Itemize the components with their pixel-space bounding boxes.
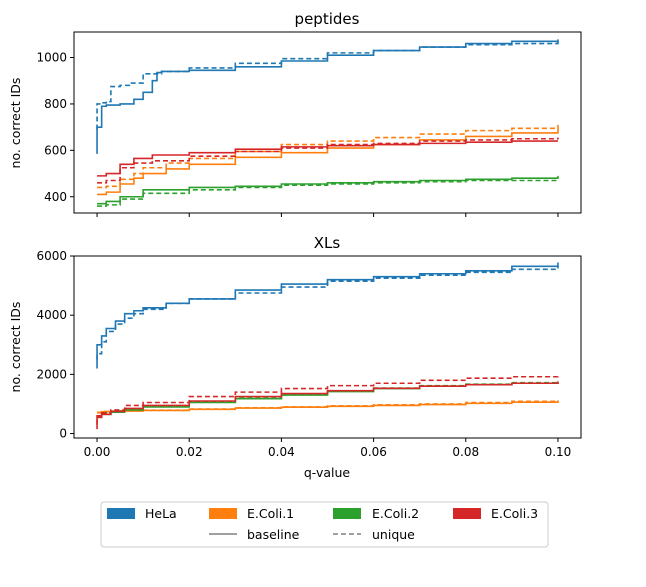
- xls-y-tick-label: 2000: [36, 367, 67, 381]
- legend-swatch-ecoli2: [333, 508, 361, 519]
- legend-label-ecoli3: E.Coli.3: [491, 506, 538, 521]
- peptides-series-hela-unique: [96, 39, 559, 130]
- xls-x-tick-label: 0.06: [360, 445, 387, 459]
- peptides-title: peptides: [295, 10, 360, 28]
- xls-y-ticks: 0 2000 4000 6000: [36, 249, 74, 441]
- xls-x-ticks: 0.00 0.02 0.04 0.06 0.08 0.10: [84, 438, 572, 459]
- xls-plot-area: [96, 262, 559, 430]
- xls-series-e-coli-3-unique: [96, 374, 559, 425]
- xls-x-tick-label: 0.02: [176, 445, 203, 459]
- xls-x-label: q-value: [304, 465, 351, 480]
- peptides-y-tick-label: 600: [44, 143, 67, 157]
- xls-x-tick-label: 0.04: [268, 445, 295, 459]
- peptides-series-e-coli-3-unique: [97, 137, 559, 184]
- xls-x-tick-label: 0.08: [452, 445, 479, 459]
- legend-swatch-ecoli1: [209, 508, 237, 519]
- peptides-axes-frame: [73, 31, 582, 214]
- peptides-y-tick-label: 1000: [36, 51, 67, 65]
- peptides-y-tick-label: 800: [44, 97, 67, 111]
- peptides-plot-area: [96, 39, 559, 207]
- xls-x-tick-label: 0.00: [84, 445, 111, 459]
- legend-swatch-hela: [107, 508, 135, 519]
- xls-y-tick-label: 6000: [36, 249, 67, 263]
- legend-swatch-ecoli3: [453, 508, 481, 519]
- peptides-y-label: no. correct IDs: [8, 78, 23, 169]
- peptides-series-e-coli-1-unique: [97, 124, 559, 189]
- xls-y-label: no. correct IDs: [8, 302, 23, 393]
- xls-y-tick-label: 0: [59, 427, 67, 441]
- legend: HeLa E.Coli.1 E.Coli.2 E.Coli.3 baseline…: [100, 501, 549, 548]
- xls-x-tick-label: 0.10: [545, 445, 572, 459]
- peptides-series-e-coli-2-unique: [97, 179, 559, 207]
- legend-label-unique: unique: [372, 527, 415, 542]
- xls-series-hela-baseline: [96, 262, 559, 369]
- xls-y-tick-label: 4000: [36, 308, 67, 322]
- legend-label-ecoli1: E.Coli.1: [247, 506, 294, 521]
- peptides-y-ticks: 400 600 800 1000: [36, 51, 74, 204]
- peptides-series-e-coli-3-baseline: [97, 140, 558, 177]
- peptides-y-tick-label: 400: [44, 190, 67, 204]
- legend-label-hela: HeLa: [145, 506, 177, 521]
- legend-label-baseline: baseline: [247, 527, 300, 542]
- xls-series-hela-unique: [96, 266, 559, 360]
- peptides-x-ticks: [96, 213, 559, 217]
- xls-title: XLs: [314, 234, 341, 252]
- legend-label-ecoli2: E.Coli.2: [372, 506, 419, 521]
- peptides-series-e-coli-2-baseline: [97, 175, 559, 205]
- peptides-panel: peptides 400 600 800 1000 no. correct IDs: [8, 10, 582, 217]
- xls-axes-frame: [73, 255, 582, 439]
